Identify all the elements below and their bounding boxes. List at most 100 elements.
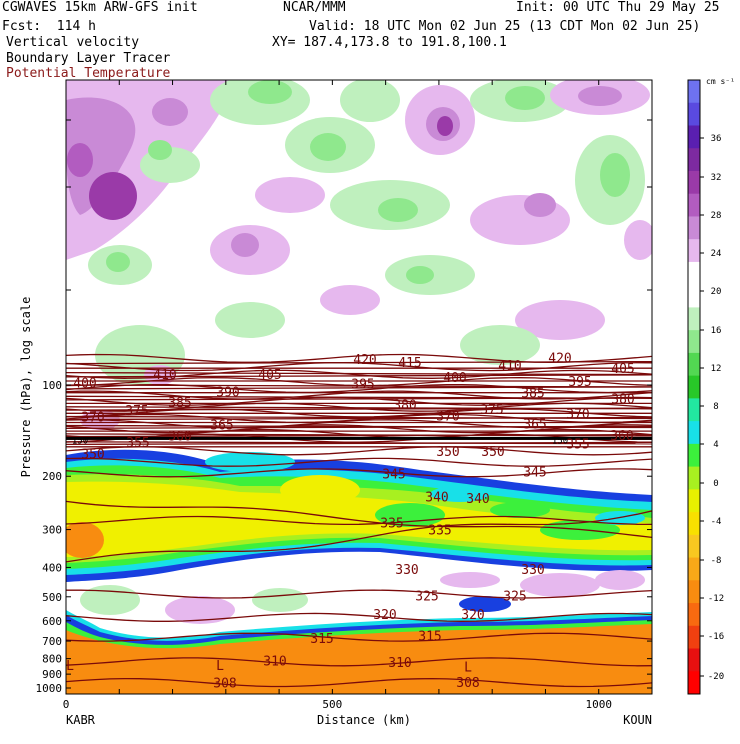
theta-label: 350 [436,445,459,460]
colorbar-tick-label: -12 [708,594,724,604]
boundary-layer [66,610,652,694]
theta-isoline [66,383,652,394]
colorbar-tick-label: 12 [711,364,722,374]
theta-isoline [66,424,652,434]
colorbar-swatch [688,148,700,172]
theta-label: 410 [153,368,176,383]
theta-label: 405 [258,368,281,383]
theta-label: 335 [428,524,451,539]
x-axis-title: Distance (km) [317,713,411,727]
theta-label: 345 [382,468,405,483]
colorbar-frame [687,79,701,695]
colorbar-swatch [688,443,700,468]
theta-label: 370 [81,410,104,425]
theta-isoline [66,441,652,446]
theta-isoline [66,510,652,563]
theta-label: 150 [552,436,568,446]
theta-label: 385 [521,387,544,402]
theta-isoline [66,386,652,390]
header-field3: Potential Temperature [6,66,171,81]
theta-isoline [66,632,652,642]
theta-isoline [66,589,652,599]
theta-isoline [66,500,652,539]
theta-isoline [66,433,652,438]
colorbar-swatch [688,80,700,104]
theta-isoline [66,407,652,411]
header-field2: Boundary Layer Tracer [6,51,171,66]
theta-isoline [66,468,652,478]
tracer-field [66,424,652,600]
theta-label: 395 [568,375,591,390]
theta-label: 315 [418,629,441,644]
colorbar-swatch [688,671,700,695]
colorbar-swatch [688,466,700,490]
theta-label: 355 [566,438,589,453]
colorbar-swatch [688,102,700,126]
theta-label: 320 [461,608,484,623]
colorbar-swatch [688,398,700,422]
colorbar-swatch [688,193,700,217]
theta-label: 410 [498,359,521,374]
colorbar-tick-label: 32 [711,173,722,183]
theta-label: 375 [480,403,503,418]
theta-label: 325 [503,589,526,604]
y-tick-label: 800 [42,653,62,666]
colorbar-swatch [688,603,700,627]
theta-label: 375 [125,404,148,419]
plot-area: 420 415 420 410 405 400 410 405 400 390 395 395 385 3… [66,80,652,694]
colorbar-swatch [688,489,700,513]
theta-label: 380 [611,393,634,408]
header-valid: Valid: 18 UTC Mon 02 Jun 25 (13 CDT Mon … [309,19,701,34]
colorbar-tick-label: 24 [711,249,722,259]
theta-isoline [66,425,652,429]
theta-isoline [66,413,652,424]
theta-label: 395 [351,378,374,393]
theta-label: 380 [393,399,416,414]
theta-label: 370 [436,409,459,424]
colorbar-swatch [688,648,700,672]
y-tick-label: 100 [42,379,62,392]
colorbar-tick-label: 8 [713,402,718,412]
colorbar-swatch [688,307,700,331]
y-tick-label: 400 [42,561,62,574]
colorbar-swatch [688,512,700,536]
theta-isoline [66,657,652,667]
x-tick-label: 0 [63,698,70,711]
theta-label: 385 [168,396,191,411]
x-tick-label: 500 [322,698,342,711]
header-init: Init: 00 UTC Thu 29 May 25 [516,0,720,15]
endpoint-left: KABR [66,713,96,727]
theta-labels: 420 415 420 410 405 400 410 405 400 390 395 395 385 3… [72,351,635,691]
x-tick-label: 1000 [585,698,612,711]
y-tick-label: 900 [42,668,62,681]
theta-label: 330 [395,563,418,578]
colorbar-tick-label: 0 [713,479,718,489]
theta-label: 365 [210,418,233,433]
theta-label: 360 [168,430,191,445]
header-xy: XY= 187.4,173.8 to 191.8,100.1 [272,35,507,50]
colorbar-tick-label: 4 [713,440,718,450]
theta-isoline [66,515,652,526]
theta-isoline [66,396,652,406]
theta-label: 400 [73,376,96,391]
theta-label: 405 [611,362,634,377]
colorbar-swatch [688,284,700,308]
colorbar-swatch [688,125,700,149]
theta-isoline [66,416,652,421]
theta-label: 345 [523,466,546,481]
theta-label: 350 [81,447,104,462]
theta-isoline [66,374,652,378]
y-tick-label: 1000 [36,682,63,695]
colorbar-swatch [688,625,700,650]
colorbar-tick-label: -16 [708,632,724,642]
endpoint-right: KOUN [623,713,652,727]
colorbar: 36 32 28 24 20 16 12 8 4 0 -4 -8 -12 -16 -20 [687,79,724,695]
y-tick-label: 300 [42,524,62,537]
theta-label: 310 [263,654,286,669]
theta-isoline [66,397,652,401]
theta-label: 370 [566,407,589,422]
header-org: NCAR/MMM [283,0,346,15]
colorbar-swatch [688,557,700,581]
lower-velocity-field [80,570,645,624]
